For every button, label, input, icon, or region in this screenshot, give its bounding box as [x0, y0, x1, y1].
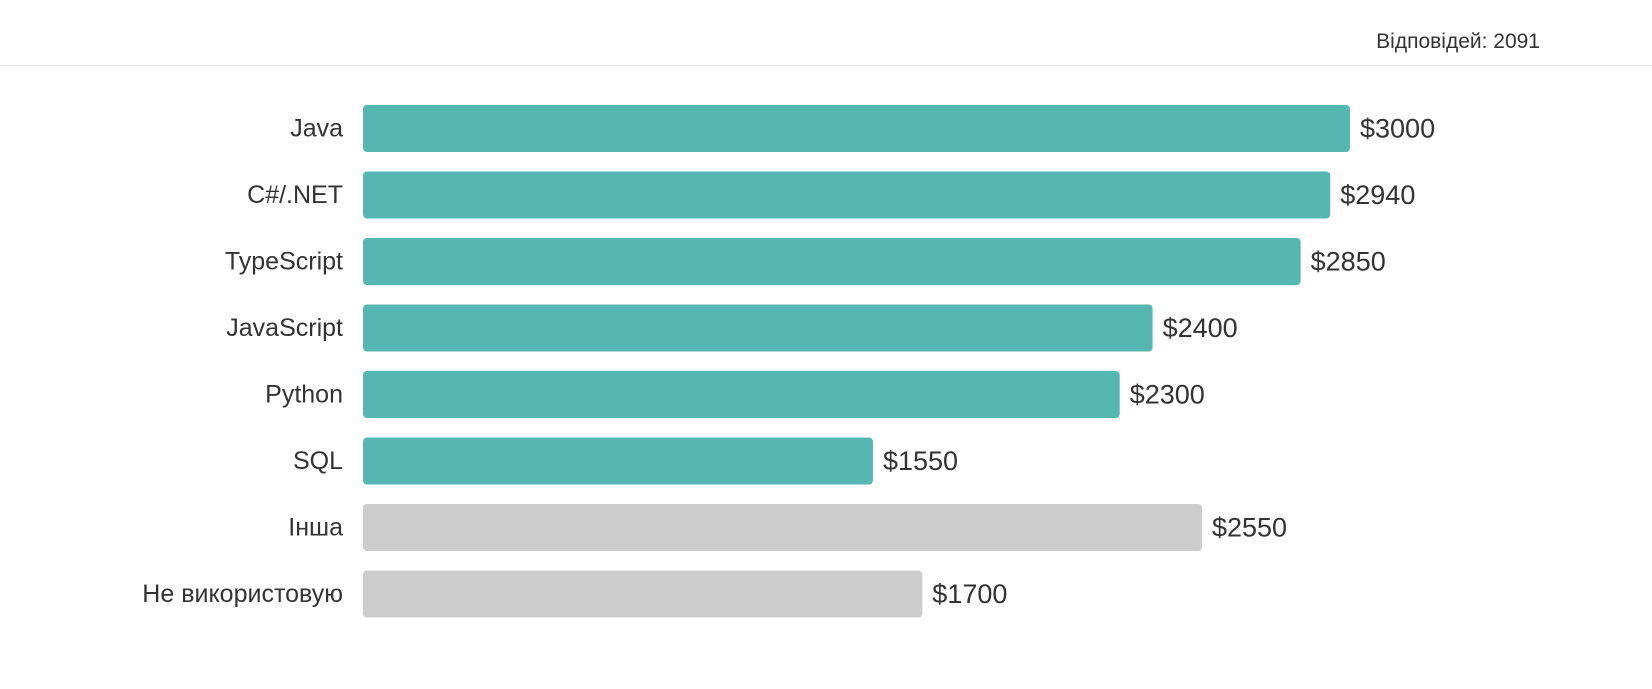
value-label-0: $3000	[1360, 114, 1435, 144]
value-label-3: $2400	[1163, 313, 1238, 343]
value-label-1: $2940	[1340, 180, 1415, 210]
value-label-7: $1700	[932, 579, 1007, 609]
category-label-1: C#/.NET	[247, 181, 343, 209]
bar-2	[363, 238, 1301, 285]
bar-5	[363, 437, 873, 485]
bar-6	[363, 504, 1202, 551]
bar-3	[363, 304, 1153, 352]
category-label-4: Python	[265, 381, 343, 409]
bar-chart-svg: Java $3000 C#/.NET $2940 TypeScript $2850 Java…	[142, 105, 1435, 618]
category-label-0: Java	[290, 115, 343, 143]
value-label-4: $2300	[1130, 380, 1205, 410]
value-label-5: $1550	[883, 446, 958, 476]
bar-4	[363, 371, 1120, 418]
responses-count: Відповідей: 2091	[1376, 30, 1540, 53]
category-label-3: JavaScript	[226, 314, 343, 342]
category-label-7: Не використовую	[142, 580, 343, 608]
category-label-6: Інша	[288, 514, 343, 542]
bar-7	[363, 570, 923, 618]
category-label-2: TypeScript	[225, 248, 343, 276]
chart-header: Відповідей: 2091	[0, 0, 1652, 66]
bar-1	[363, 171, 1331, 219]
bar-chart: Java $3000 C#/.NET $2940 TypeScript $2850 Java…	[0, 66, 1652, 684]
value-label-2: $2850	[1311, 247, 1386, 277]
bar-0	[363, 105, 1350, 152]
value-label-6: $2550	[1212, 513, 1287, 543]
category-label-5: SQL	[293, 447, 343, 475]
